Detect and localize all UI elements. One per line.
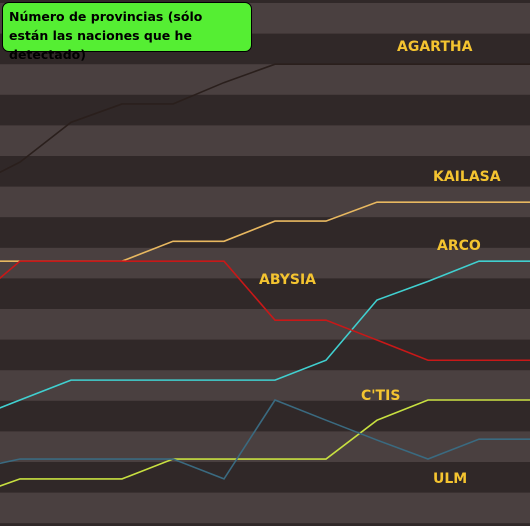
series-label: C'TIS [361,388,400,404]
stripe [0,247,530,279]
stripe [0,492,530,524]
series-line [0,260,530,409]
chart-title: Número de provincias (sólo están las nac… [2,2,252,62]
series-label: AGARTHA [397,39,473,55]
series-label: KAILASA [433,169,501,185]
stripe [0,370,530,401]
series-line [0,399,530,480]
stripe [0,309,530,340]
stripe [0,64,530,95]
series-label: ARCO [437,238,481,254]
series-label: ULM [433,471,467,487]
series-line [0,260,530,362]
series-line [0,63,530,174]
series-line [0,399,530,487]
stripe [0,431,530,462]
stripe [0,125,530,156]
series-label: ABYSIA [259,272,316,288]
